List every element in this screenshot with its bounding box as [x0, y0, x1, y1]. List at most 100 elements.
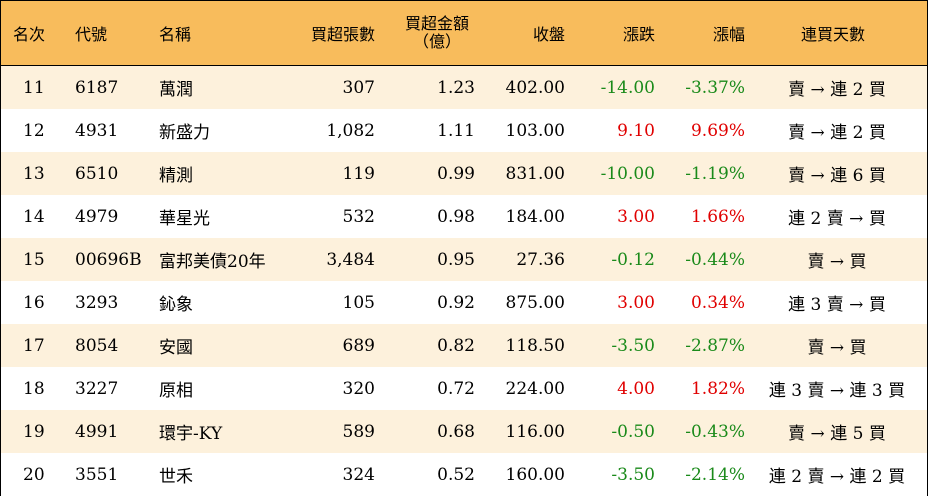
cell-buy-amount: 0.72	[437, 378, 475, 399]
header-streak[interactable]: 連買天數	[801, 25, 866, 44]
cell-streak: 連 3 賣 → 連 3 買	[768, 381, 906, 401]
cell-buy-amount: 0.92	[437, 292, 475, 313]
cell-change: -10.00	[600, 163, 655, 184]
cell-streak: 賣 → 買	[807, 252, 867, 272]
cell-close: 160.00	[505, 464, 565, 485]
cell-streak: 連 2 賣 → 買	[788, 209, 886, 229]
cell-pct: -3.37%	[685, 77, 745, 98]
cell-pct: -0.44%	[685, 249, 745, 270]
cell-pct: 0.34%	[690, 292, 745, 313]
header-close[interactable]: 收盤	[532, 25, 565, 44]
cell-code[interactable]: 8054	[75, 335, 119, 356]
table-row[interactable]: 19 4991 環宇-KY 589 0.68 116.00 -0.50 -0.4…	[1, 410, 927, 453]
cell-rank: 19	[23, 421, 45, 442]
cell-code[interactable]: 00696B	[75, 249, 142, 270]
cell-close: 184.00	[505, 206, 565, 227]
cell-pct: -1.19%	[685, 163, 745, 184]
cell-name[interactable]: 華星光	[159, 209, 210, 229]
cell-change: -3.50	[611, 464, 655, 485]
cell-name[interactable]: 安國	[159, 338, 193, 358]
cell-code[interactable]: 4979	[75, 206, 119, 227]
table-row[interactable]: 12 4931 新盛力 1,082 1.11 103.00 9.10 9.69%…	[1, 109, 927, 152]
cell-name[interactable]: 精測	[159, 166, 193, 186]
cell-buy-lots: 589	[342, 421, 375, 442]
cell-code[interactable]: 4931	[75, 120, 119, 141]
cell-buy-lots: 119	[342, 163, 375, 184]
cell-code[interactable]: 6510	[75, 163, 119, 184]
table-row[interactable]: 20 3551 世禾 324 0.52 160.00 -3.50 -2.14% …	[1, 453, 927, 496]
header-pct[interactable]: 漲幅	[712, 25, 745, 44]
cell-buy-amount: 0.98	[437, 206, 475, 227]
cell-close: 103.00	[505, 120, 565, 141]
cell-pct: 9.69%	[690, 120, 745, 141]
header-buy-amount-line2: （億）	[412, 32, 461, 51]
cell-buy-amount: 0.52	[437, 464, 475, 485]
table-row[interactable]: 13 6510 精測 119 0.99 831.00 -10.00 -1.19%…	[1, 152, 927, 195]
cell-close: 875.00	[505, 292, 565, 313]
cell-close: 831.00	[505, 163, 565, 184]
cell-close: 224.00	[505, 378, 565, 399]
cell-change: 3.00	[617, 292, 655, 313]
cell-name[interactable]: 鈊象	[159, 295, 193, 315]
cell-buy-lots: 689	[342, 335, 375, 356]
header-buy-lots[interactable]: 買超張數	[310, 25, 375, 44]
cell-close: 402.00	[505, 77, 565, 98]
cell-name[interactable]: 原相	[159, 381, 193, 401]
cell-buy-lots: 324	[342, 464, 375, 485]
table-row[interactable]: 18 3227 原相 320 0.72 224.00 4.00 1.82% 連 …	[1, 367, 927, 410]
cell-change: -0.50	[611, 421, 655, 442]
table-row[interactable]: 15 00696B 富邦美債20年 3,484 0.95 27.36 -0.12…	[1, 238, 927, 281]
cell-buy-amount: 1.11	[437, 120, 475, 141]
header-buy-amount-line1: 買超金額	[404, 14, 469, 33]
cell-code[interactable]: 3227	[75, 378, 119, 399]
cell-name[interactable]: 新盛力	[159, 123, 210, 143]
cell-pct: -0.43%	[685, 421, 745, 442]
cell-code[interactable]: 3293	[75, 292, 119, 313]
table-row[interactable]: 17 8054 安國 689 0.82 118.50 -3.50 -2.87% …	[1, 324, 927, 367]
cell-code[interactable]: 3551	[75, 464, 119, 485]
cell-pct: -2.87%	[685, 335, 745, 356]
cell-rank: 18	[23, 378, 45, 399]
cell-change: 9.10	[617, 120, 655, 141]
cell-streak: 賣 → 買	[807, 338, 867, 358]
cell-buy-amount: 0.68	[437, 421, 475, 442]
cell-name[interactable]: 富邦美債20年	[159, 252, 266, 272]
cell-change: -0.12	[611, 249, 655, 270]
cell-close: 27.36	[516, 249, 565, 270]
cell-rank: 11	[23, 77, 45, 98]
header-name[interactable]: 名稱	[159, 25, 192, 44]
table-row[interactable]: 16 3293 鈊象 105 0.92 875.00 3.00 0.34% 連 …	[1, 281, 927, 324]
cell-name[interactable]: 環宇-KY	[159, 424, 223, 444]
cell-streak: 賣 → 連 5 買	[788, 424, 886, 444]
cell-buy-lots: 1,082	[326, 120, 375, 141]
header-code[interactable]: 代號	[75, 25, 108, 44]
cell-buy-lots: 532	[342, 206, 375, 227]
cell-streak: 連 3 賣 → 買	[788, 295, 886, 315]
cell-rank: 16	[23, 292, 45, 313]
cell-code[interactable]: 4991	[75, 421, 119, 442]
header-rank[interactable]: 名次	[13, 25, 46, 44]
cell-rank: 12	[23, 120, 45, 141]
cell-code[interactable]: 6187	[75, 77, 119, 98]
cell-change: -14.00	[600, 77, 655, 98]
header-change[interactable]: 漲跌	[622, 25, 655, 44]
cell-buy-lots: 105	[342, 292, 375, 313]
table-row[interactable]: 11 6187 萬潤 307 1.23 402.00 -14.00 -3.37%…	[1, 66, 927, 109]
cell-name[interactable]: 世禾	[159, 467, 193, 487]
table-header: 名次 代號 名稱 買超張數 買超金額 （億） 收盤 漲跌 漲幅 連買天數	[1, 1, 927, 66]
cell-streak: 賣 → 連 2 買	[788, 123, 886, 143]
cell-close: 118.50	[505, 335, 565, 356]
cell-close: 116.00	[505, 421, 565, 442]
header-buy-amount[interactable]: 買超金額 （億）	[397, 15, 477, 51]
cell-change: 3.00	[617, 206, 655, 227]
table-row[interactable]: 14 4979 華星光 532 0.98 184.00 3.00 1.66% 連…	[1, 195, 927, 238]
cell-name[interactable]: 萬潤	[159, 80, 193, 100]
cell-rank: 17	[23, 335, 45, 356]
cell-buy-amount: 0.82	[437, 335, 475, 356]
cell-pct: 1.82%	[690, 378, 745, 399]
cell-buy-amount: 1.23	[437, 77, 475, 98]
cell-rank: 15	[23, 249, 45, 270]
cell-buy-lots: 3,484	[326, 249, 375, 270]
cell-buy-amount: 0.99	[437, 163, 475, 184]
